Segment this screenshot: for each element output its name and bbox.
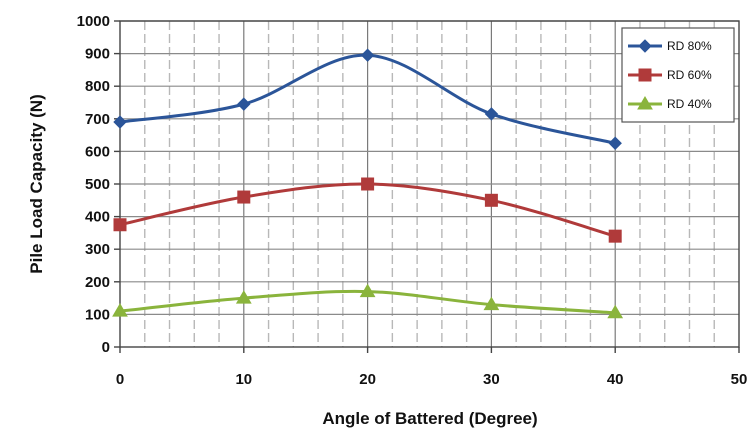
- y-tick-label: 0: [102, 339, 110, 356]
- y-tick-label: 100: [85, 306, 110, 323]
- series-0: [113, 48, 622, 150]
- y-tick-label: 800: [85, 78, 110, 95]
- data-point: [113, 218, 127, 232]
- data-point: [484, 193, 498, 207]
- data-point: [237, 190, 251, 204]
- x-axis-label: Angle of Battered (Degree): [322, 409, 537, 428]
- x-tick-label: 0: [116, 371, 124, 388]
- y-tick-label: 900: [85, 46, 110, 63]
- x-tick-label: 40: [607, 371, 624, 388]
- series-2: [112, 283, 624, 319]
- legend: RD 80% RD 60% RD 40%: [621, 27, 735, 123]
- data-point: [360, 48, 375, 62]
- y-tick-label: 1000: [77, 13, 110, 30]
- axes: [114, 20, 740, 353]
- y-axis-label: Pile Load Capacity (N): [27, 94, 46, 273]
- data-point: [483, 296, 500, 311]
- x-tick-label: 10: [235, 371, 252, 388]
- data-point: [608, 136, 622, 150]
- data-point: [361, 177, 375, 191]
- tick-labels: 0 100 200 300 400 500 600 700 800 900 1000 0 10 20 30 4…: [77, 13, 748, 388]
- y-tick-label: 400: [85, 209, 110, 226]
- plot-series: [112, 48, 624, 319]
- data-point: [608, 229, 622, 243]
- legend-marker: [638, 68, 652, 82]
- legend-marker: [638, 39, 652, 53]
- data-point: [359, 283, 376, 298]
- x-tick-label: 50: [731, 371, 748, 388]
- series-1: [113, 177, 622, 243]
- legend-label: RD 60%: [667, 68, 712, 82]
- y-tick-label: 300: [85, 241, 110, 258]
- data-point: [113, 115, 127, 129]
- data-point: [607, 304, 624, 319]
- data-point: [235, 290, 252, 304]
- y-tick-label: 600: [85, 143, 110, 160]
- data-point: [484, 107, 499, 121]
- y-tick-label: 500: [85, 176, 110, 193]
- y-tick-label: 700: [85, 111, 110, 128]
- x-tick-label: 20: [359, 371, 376, 388]
- data-point: [112, 303, 128, 317]
- y-tick-label: 200: [85, 274, 110, 291]
- data-point: [237, 97, 251, 111]
- legend-marker: [637, 96, 653, 110]
- x-tick-label: 30: [483, 371, 500, 388]
- legend-label: RD 80%: [667, 39, 712, 53]
- legend-label: RD 40%: [667, 97, 712, 111]
